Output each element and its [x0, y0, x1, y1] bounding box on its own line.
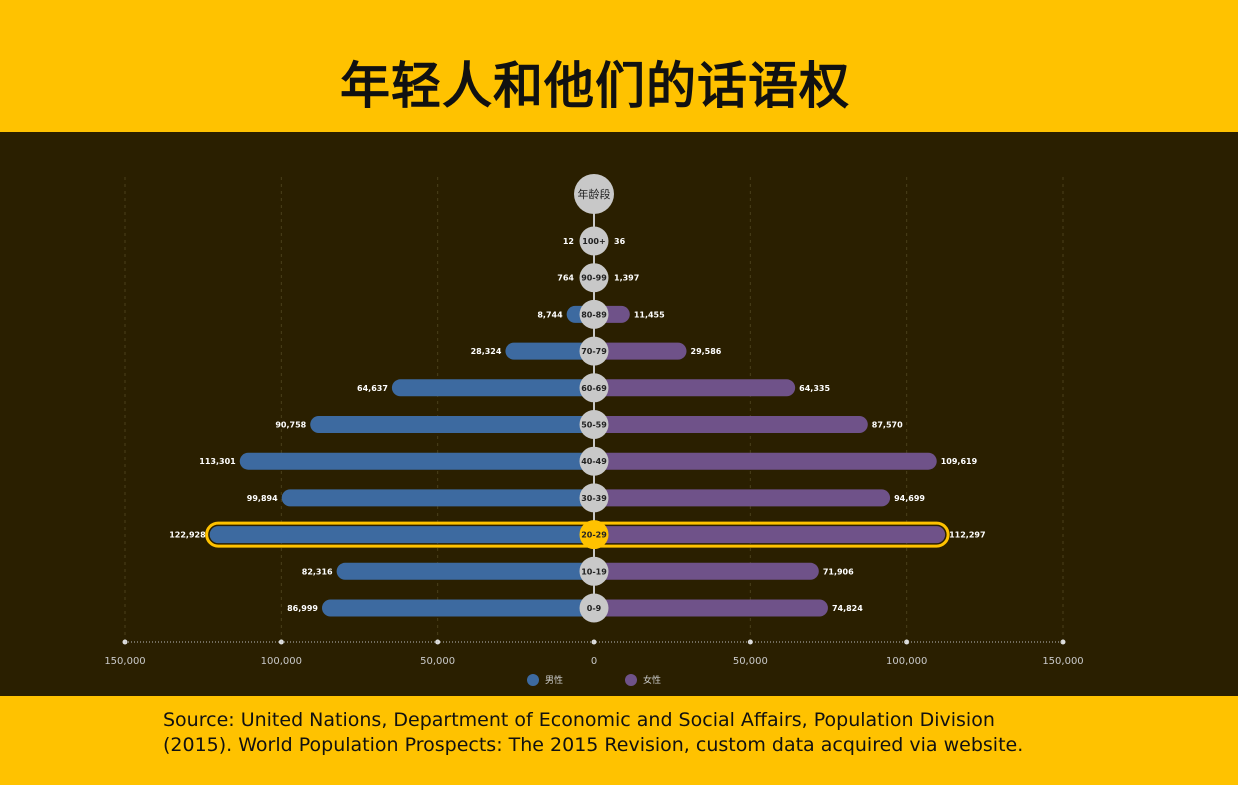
value-label-female: 74,824 — [832, 604, 863, 613]
bar-female-70-79[interactable] — [594, 342, 687, 360]
legend: 男性 女性 — [527, 674, 661, 686]
legend-male-label[interactable]: 男性 — [545, 674, 563, 686]
page-title: 年轻人和他们的话语权 — [340, 57, 850, 115]
category-label: 10-19 — [581, 567, 607, 576]
value-label-female: 29,586 — [691, 347, 722, 356]
bar-female-40-49[interactable] — [594, 452, 937, 470]
category-label: 60-69 — [581, 384, 607, 393]
value-label-female: 87,570 — [872, 421, 903, 430]
value-label-male: 28,324 — [471, 347, 502, 356]
bar-male-10-19[interactable] — [336, 562, 594, 580]
value-label-male: 82,316 — [302, 567, 333, 576]
bar-male-60-69[interactable] — [391, 379, 594, 397]
value-label-male: 764 — [557, 274, 574, 283]
category-node — [579, 410, 609, 439]
value-label-male: 122,928 — [169, 531, 206, 540]
x-tick-label: 150,000 — [104, 656, 145, 667]
category-node — [579, 373, 609, 403]
highlight-outline — [205, 521, 950, 548]
bar-male-0-9[interactable] — [321, 599, 594, 617]
category-node — [579, 263, 609, 293]
x-tick-label: 50,000 — [420, 656, 455, 667]
legend-male-swatch[interactable] — [527, 674, 539, 686]
value-label-male: 99,894 — [247, 494, 278, 503]
category-node — [579, 336, 609, 366]
header-banner: 年轻人和他们的话语权 — [0, 0, 1238, 132]
category-label: 80-89 — [581, 310, 607, 319]
value-label-female: 36 — [614, 237, 626, 246]
category-label: 40-49 — [581, 457, 607, 466]
category-nodes: 100+ 90-99 80-89 70-79 60-69 50-59 40-49 30-39 2… — [579, 226, 609, 623]
value-label-female: 112,297 — [949, 531, 985, 540]
value-label-female: 71,906 — [823, 567, 854, 576]
grid-lines — [124, 177, 1064, 641]
category-node — [579, 593, 609, 623]
value-label-female: 1,397 — [614, 274, 639, 283]
x-axis: 150,000 100,000 50,000 0 50,000 100,000 150,00… — [104, 639, 1084, 667]
x-tick-label: 150,000 — [1042, 656, 1083, 667]
category-label: 90-99 — [581, 274, 607, 283]
value-label-female: 94,699 — [894, 494, 925, 503]
value-label-male: 86,999 — [287, 604, 318, 613]
category-label: 50-59 — [581, 421, 607, 430]
value-label-female: 11,455 — [634, 310, 665, 319]
category-label: 70-79 — [581, 347, 607, 356]
x-tick-label: 50,000 — [733, 656, 768, 667]
value-label-male: 90,758 — [275, 421, 306, 430]
category-node — [579, 520, 609, 550]
bars: 12 36 764 1,397 8,744 11,455 28,324 29,586 64,63… — [169, 232, 986, 617]
bar-female-0-9[interactable] — [594, 599, 828, 617]
legend-female-label[interactable]: 女性 — [643, 674, 661, 686]
chart-panel: 150,000 100,000 50,000 0 50,000 100,000 150,00… — [0, 132, 1238, 696]
x-tick-mark — [747, 639, 753, 645]
value-label-male: 12 — [563, 237, 574, 246]
source-note: Source: United Nations, Department of Ec… — [163, 709, 1024, 756]
axis-title: 年龄段 — [578, 187, 611, 201]
value-label-female: 109,619 — [941, 457, 978, 466]
x-tick-label: 0 — [591, 656, 597, 667]
category-label: 0-9 — [587, 604, 602, 613]
category-node — [579, 226, 609, 256]
bar-female-20-29[interactable] — [594, 526, 946, 544]
value-label-male: 64,637 — [357, 384, 388, 393]
category-node — [579, 446, 609, 476]
bar-female-10-19[interactable] — [594, 562, 819, 580]
value-label-male: 8,744 — [537, 310, 563, 319]
value-label-female: 64,335 — [799, 384, 830, 393]
category-label: 30-39 — [581, 494, 607, 503]
bar-male-30-39[interactable] — [281, 489, 594, 507]
bar-male-50-59[interactable] — [310, 416, 594, 433]
category-label: 100+ — [582, 237, 605, 246]
legend-female-swatch[interactable] — [625, 674, 637, 686]
bar-female-60-69[interactable] — [594, 379, 796, 397]
bar-male-40-49[interactable] — [239, 452, 594, 470]
bar-male-70-79[interactable] — [505, 342, 594, 360]
x-tick-label: 100,000 — [261, 656, 302, 667]
category-node — [579, 556, 609, 586]
footer: Source: United Nations, Department of Ec… — [0, 696, 1238, 785]
x-tick-mark — [904, 639, 910, 645]
category-node — [579, 299, 609, 329]
x-tick-label: 100,000 — [886, 656, 927, 667]
axis-title-node: 年龄段 — [574, 174, 614, 214]
category-label: 20-29 — [581, 531, 607, 540]
x-tick-mark — [1060, 639, 1066, 645]
value-label-male: 113,301 — [199, 457, 236, 466]
bar-female-30-39[interactable] — [594, 489, 891, 507]
category-node — [579, 483, 609, 513]
bar-male-20-29[interactable] — [209, 526, 594, 544]
population-pyramid-chart: 150,000 100,000 50,000 0 50,000 100,000 150,00… — [104, 174, 1084, 686]
bar-female-50-59[interactable] — [594, 416, 868, 433]
